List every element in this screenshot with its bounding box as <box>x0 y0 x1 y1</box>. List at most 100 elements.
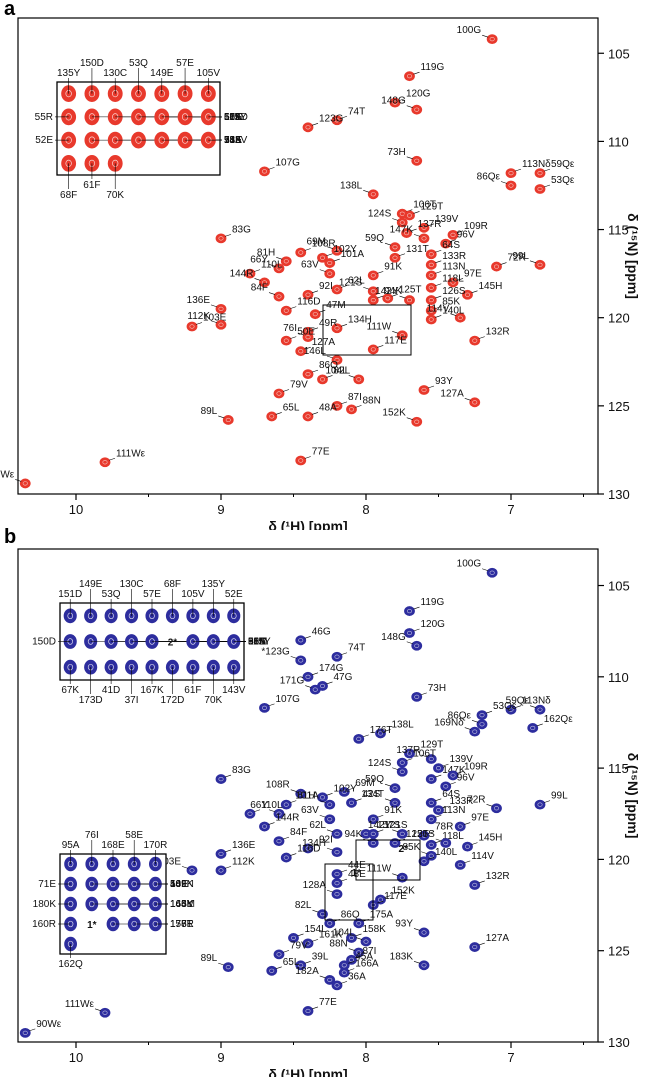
peak-leader <box>290 306 297 309</box>
peak-leader <box>311 1006 319 1010</box>
peak-marker <box>331 980 343 991</box>
peak-contour <box>377 731 383 736</box>
peak-110L: 110L <box>244 800 283 819</box>
peak-marker <box>295 346 307 357</box>
inset-peak-label: 149E <box>79 579 103 590</box>
peak-leader <box>326 793 333 796</box>
peak-label: 86Q <box>341 909 360 920</box>
peak-label: 99L <box>512 251 529 262</box>
peak-marker <box>295 960 307 971</box>
zoom-region-box <box>322 304 412 356</box>
peak-47M: 47M <box>309 300 346 320</box>
peak-134H: 134H <box>302 838 343 858</box>
peak-91K: 91K <box>367 261 402 281</box>
peak-contour <box>489 570 495 575</box>
peak-leader <box>297 332 305 336</box>
peak-label: 123G <box>319 113 344 124</box>
peak-110L: 110L <box>244 260 283 279</box>
peak-contour <box>370 831 376 836</box>
peak-contour <box>406 297 412 303</box>
peak-label: 90Wε <box>0 469 15 480</box>
inset-peak-label: 56E <box>224 112 242 123</box>
peak-leader <box>311 672 319 676</box>
peak-leader <box>413 71 420 75</box>
peak-133R: 133R <box>425 251 466 270</box>
peak-leader <box>392 331 399 334</box>
peak-leader <box>254 278 261 281</box>
peak-leader <box>543 800 551 803</box>
plot-frame <box>17 17 599 495</box>
peak-contour <box>414 158 420 163</box>
inset-peak-label: 164K <box>170 899 194 910</box>
peak-contour <box>218 322 224 327</box>
peak-leader <box>464 398 471 401</box>
peak-contour <box>493 264 499 269</box>
peak-contour <box>457 824 463 829</box>
peak-marker <box>375 894 386 905</box>
peak-label: 91K <box>384 805 402 816</box>
peak-marker <box>331 115 343 126</box>
peak-marker <box>418 233 430 244</box>
peak-marker <box>418 385 430 395</box>
peak-140L: 140L <box>418 847 458 867</box>
peak-marker <box>317 909 328 920</box>
peak-leader <box>464 822 471 825</box>
inset-peak-label: 130C <box>103 68 127 79</box>
peak-contour <box>472 400 478 405</box>
peak-contour <box>218 868 224 873</box>
peak-contour <box>305 334 311 340</box>
peak-81H: 81H <box>280 791 316 810</box>
peak-marker <box>382 293 394 304</box>
peak-marker <box>331 847 343 858</box>
peak-90Wε: 90Wε <box>0 469 31 489</box>
inset-peak-marker <box>84 659 98 675</box>
peak-marker <box>505 180 517 191</box>
peak-contour <box>414 643 420 648</box>
peak-125T: 125T <box>382 284 422 304</box>
peak-131T: 131T <box>389 244 429 263</box>
peak-marker <box>534 168 546 179</box>
peak-leader <box>406 758 413 761</box>
peak-114V: 114V <box>454 851 494 870</box>
peak-label: 110L <box>261 800 283 811</box>
peak-marker <box>295 788 307 799</box>
peak-contour <box>189 868 195 873</box>
peak-label: 59Qε <box>551 159 575 170</box>
x-axis-title: δ (¹H) [ppm] <box>268 518 347 530</box>
peak-label: 127A <box>312 337 336 348</box>
peak-label: 182A <box>295 966 319 977</box>
peak-label: 138L <box>392 719 415 730</box>
peak-marker <box>404 606 415 616</box>
peak-label: 86Qε <box>448 710 472 721</box>
peak-136E: 136E <box>187 295 227 314</box>
inset-peak-label: 58E <box>125 830 143 841</box>
peak-leader <box>478 336 485 339</box>
y-tick-label: 105 <box>608 579 630 594</box>
peak-108R: 108R <box>266 780 307 799</box>
peak-contour <box>428 262 434 267</box>
peak-contour <box>421 930 427 935</box>
peak-label: 110L <box>261 260 283 271</box>
peak-marker <box>440 238 452 249</box>
peak-label: 147K <box>390 224 414 235</box>
peak-leader <box>355 933 362 937</box>
peak-contour <box>450 232 456 237</box>
peak-63V: 63V <box>301 260 336 279</box>
peak-label: 65L <box>283 402 300 413</box>
peak-marker <box>302 938 314 949</box>
peak-103E: 103E <box>158 856 198 876</box>
peak-marker <box>418 830 430 841</box>
peak-contour <box>406 630 412 636</box>
peak-48A: 48A <box>302 402 337 422</box>
peak-39L: 39L <box>295 951 329 971</box>
peak-label: 39L <box>312 951 329 962</box>
peak-leader <box>340 323 348 327</box>
peak-marker <box>447 277 459 288</box>
peak-label: 117E <box>384 335 407 346</box>
peak-contour <box>218 776 224 782</box>
peak-leader <box>442 763 449 767</box>
peak-label: 63V <box>301 260 319 271</box>
peak-109R: 109R <box>447 221 488 240</box>
peak-marker <box>360 936 372 947</box>
